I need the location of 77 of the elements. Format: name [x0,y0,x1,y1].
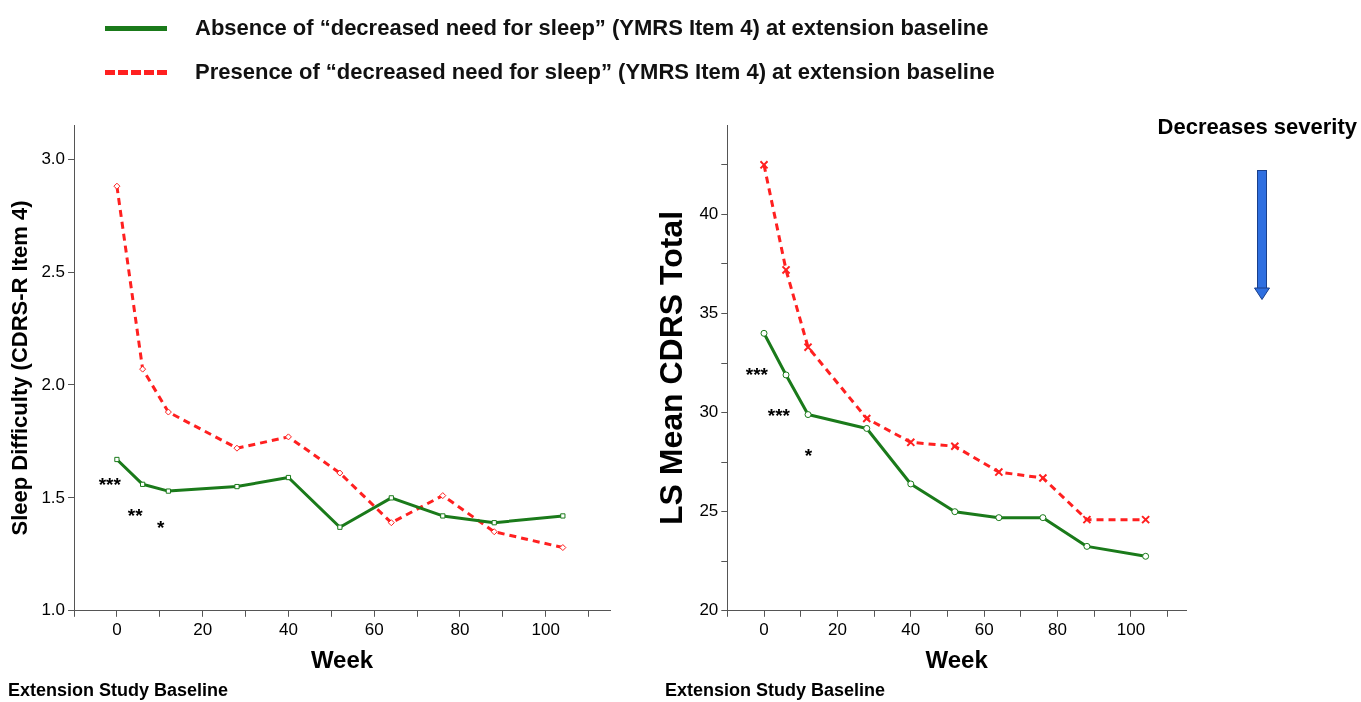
y-tick-label: 25 [699,501,719,521]
point [336,469,344,477]
y-tick-label: 3.0 [41,148,66,168]
x-tick-label: 40 [278,619,298,639]
point [559,544,567,552]
x-axis-title: Week [925,646,989,674]
point [995,514,1003,522]
point [1142,552,1150,560]
point [804,411,812,419]
x-tick-label: 20 [827,619,847,639]
annotation: ** [127,504,144,526]
y-tick-label: 30 [699,402,719,422]
point [781,265,791,275]
point [439,492,447,500]
y-tick-label: 35 [699,303,719,323]
point [1083,542,1091,550]
point [113,182,121,190]
annotation: *** [767,405,791,427]
point [760,329,768,337]
x-tick-label: 100 [531,619,560,639]
annotation: Decreases severity [1157,114,1358,140]
x-tick-label: 0 [759,619,769,639]
legend-label: Presence of “decreased need for sleep” (YMRS Item 4) at extension baseline [195,59,995,85]
point [1141,515,1151,525]
x-tick-label: 40 [901,619,921,639]
point [560,513,566,519]
annotation: * [156,517,165,539]
y-tick-label: 1.0 [41,600,66,620]
y-axis-title: LS Mean CDRS Total [653,210,690,526]
point [1082,515,1092,525]
point [907,480,915,488]
point [862,414,872,424]
point [1038,473,1048,483]
text: Extension Study Baseline [665,679,886,700]
point [803,342,813,352]
point [906,437,916,447]
x-tick-label: 60 [364,619,384,639]
point [950,441,960,451]
x-axis-title: Week [310,646,374,674]
y-tick-label: 20 [699,600,719,620]
point [285,474,292,481]
annotation: *** [745,363,769,385]
text: Extension Study Baseline [8,679,229,700]
y-tick-label: 2.0 [41,374,66,394]
x-tick-label: 60 [974,619,994,639]
point [440,513,446,519]
y-tick-label: 1.5 [41,487,66,507]
point [759,160,769,170]
annotation: * [804,444,813,466]
x-tick-label: 80 [450,619,470,639]
point [284,433,292,441]
point [387,519,395,527]
point [1039,514,1047,522]
x-tick-label: 20 [193,619,213,639]
point [388,495,394,501]
point [491,520,497,526]
point [234,483,240,490]
x-tick-label: 0 [112,619,122,639]
point [337,524,343,530]
point [139,365,147,373]
legend-label: Absence of “decreased need for sleep” (YMRS Item 4) at extension baseline [195,15,989,41]
annotation: *** [98,473,122,495]
point [140,481,146,487]
point [114,456,120,463]
y-axis-title: Sleep Difficulty (CDRS-R Item 4) [7,200,33,536]
point [994,467,1004,477]
y-tick-label: 40 [699,204,719,224]
point [490,528,498,536]
point [164,408,172,416]
point [165,488,171,494]
point [863,424,871,432]
point [233,444,241,452]
point [782,371,790,379]
point [951,508,959,516]
y-tick-label: 2.5 [41,261,66,281]
x-tick-label: 80 [1048,619,1068,639]
x-tick-label: 100 [1116,619,1146,639]
